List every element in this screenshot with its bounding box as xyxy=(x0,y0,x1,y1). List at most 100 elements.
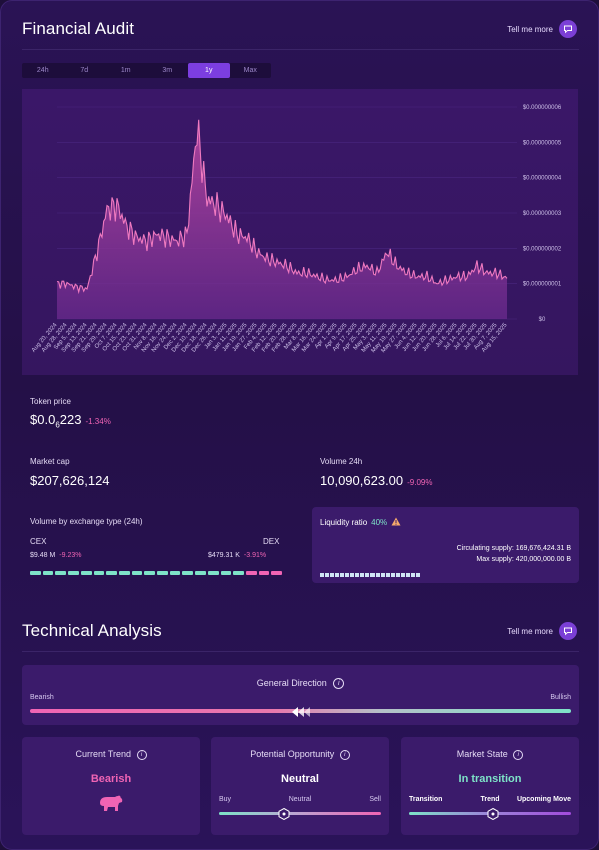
opportunity-header: Potential Opportunity i xyxy=(211,749,389,760)
exchange-bar-segment xyxy=(55,571,67,575)
info-icon[interactable]: i xyxy=(513,749,524,760)
supply-info: Circulating supply: 169,676,424.31 B Max… xyxy=(457,543,571,565)
dex-volume: $479.31 K -3.91% xyxy=(208,552,266,559)
volume-change: -9.09% xyxy=(407,478,433,487)
liquidity-bar-segment xyxy=(365,573,370,577)
cex-value: $9.48 M xyxy=(30,552,56,559)
liquidity-bar-segment xyxy=(405,573,410,577)
liquidity-bar-segment xyxy=(380,573,385,577)
financial-audit-title: Financial Audit xyxy=(22,19,135,38)
liquidity-bar-segment xyxy=(355,573,360,577)
info-icon[interactable]: i xyxy=(136,749,147,760)
dex-value: $479.31 K xyxy=(208,552,240,559)
general-direction-panel: General Direction i Bearish Bullish xyxy=(22,665,579,725)
liquidity-panel: Liquidity ratio 40% Circulating supply: … xyxy=(312,507,579,583)
current-trend-value: Bearish xyxy=(90,773,132,785)
tell-me-more-label: Tell me more xyxy=(507,24,553,34)
token-price-zeros: 6 xyxy=(55,420,60,430)
current-trend-header: Current Trend i xyxy=(22,749,200,760)
volume-value: 10,090,623.00 xyxy=(320,473,404,488)
opportunity-label: Potential Opportunity xyxy=(250,749,335,759)
opportunity-tick-buy: Buy xyxy=(219,796,232,803)
liquidity-bar-segment xyxy=(415,573,420,577)
opportunity-tick-sell: Sell xyxy=(369,796,381,803)
market-state-header: Market State i xyxy=(401,749,579,760)
token-price: $0.06223 -1.34% xyxy=(30,412,111,430)
exchange-bar-segment xyxy=(182,571,194,575)
token-price-label: Token price xyxy=(30,397,71,406)
tab-24h[interactable]: 24h xyxy=(36,67,49,74)
divider xyxy=(22,651,579,652)
exchange-bar-segment xyxy=(233,571,244,575)
liquidity-bar-segment xyxy=(370,573,375,577)
dex-label: DEX xyxy=(263,537,280,546)
bear-icon xyxy=(98,794,124,817)
liquidity-header: Liquidity ratio 40% xyxy=(320,517,401,528)
exchange-bar-segment xyxy=(30,571,41,575)
exchange-bar-segment xyxy=(80,571,92,575)
market-state-panel: Market State i In transition Transition … xyxy=(401,737,579,835)
tab-7d[interactable]: 7d xyxy=(80,67,89,74)
potential-opportunity-panel: Potential Opportunity i Neutral Buy Neut… xyxy=(211,737,389,835)
exchange-bar-segment xyxy=(93,571,105,575)
tab-3m[interactable]: 3m xyxy=(162,67,173,74)
price-area xyxy=(57,119,507,319)
price-chart-svg: $0.000000006 $0.000000005 $0.000000004 $0.0… xyxy=(31,105,562,354)
market-tick-upcoming: Upcoming Move xyxy=(516,796,571,803)
exchange-bar-segment xyxy=(118,571,130,575)
tell-me-more-button[interactable]: Tell me more xyxy=(507,20,577,38)
exchange-bar-segment xyxy=(169,571,181,575)
liquidity-bar-segment xyxy=(340,573,345,577)
tab-1y[interactable]: 1y xyxy=(188,63,230,78)
market-cap-label: Market cap xyxy=(30,457,70,466)
liquidity-bar-segment xyxy=(350,573,355,577)
y-tick-label: $0.000000001 xyxy=(523,282,562,288)
info-icon[interactable]: i xyxy=(339,749,350,760)
liquidity-bar-segment xyxy=(325,573,330,577)
circulating-supply: Circulating supply: 169,676,424.31 B xyxy=(456,545,571,552)
info-icon[interactable]: i xyxy=(333,678,345,690)
market-state-value: In transition xyxy=(458,773,522,785)
range-tabs: 24h 7d 1m 3m 1y Max xyxy=(22,63,271,78)
token-price-change: -1.34% xyxy=(85,417,111,426)
divider xyxy=(22,49,579,50)
volume-label: Volume 24h xyxy=(320,457,363,466)
market-tick-trend: Trend xyxy=(480,796,500,803)
exchange-bar-segment xyxy=(157,571,168,575)
market-tick-transition: Transition xyxy=(409,796,443,803)
exchange-bar-segment xyxy=(207,571,219,575)
chat-icon xyxy=(559,622,577,640)
cex-change: -9.23% xyxy=(59,552,82,559)
liquidity-bar-segment xyxy=(390,573,395,577)
tab-max[interactable]: Max xyxy=(243,67,257,74)
y-tick-label: $0.000000006 xyxy=(523,105,562,111)
liquidity-bar-segment xyxy=(360,573,365,577)
liquidity-bar-segment xyxy=(375,573,380,577)
dex-change: -3.91% xyxy=(243,552,267,559)
exchange-bar-segment xyxy=(195,571,206,575)
y-tick-label: $0.000000002 xyxy=(523,246,562,252)
market-state-marker-icon xyxy=(487,807,499,821)
liquidity-bar-segment xyxy=(410,573,415,577)
token-price-suffix: 223 xyxy=(59,412,82,427)
exchange-share-bar xyxy=(30,571,283,575)
liquidity-value: 40% xyxy=(371,518,388,527)
price-chart: $0.000000006 $0.000000005 $0.000000004 $0.0… xyxy=(22,89,578,375)
tell-me-more-label-2: Tell me more xyxy=(507,626,553,636)
exchange-bar-segment xyxy=(258,571,270,575)
liquidity-bar-segment xyxy=(345,573,350,577)
liquidity-bar-segment xyxy=(320,573,325,577)
y-tick-label: $0 xyxy=(539,317,546,323)
tab-1m[interactable]: 1m xyxy=(120,67,131,74)
opportunity-value: Neutral xyxy=(281,773,319,785)
warning-icon xyxy=(391,517,401,528)
liquidity-bar-segment xyxy=(395,573,400,577)
tell-me-more-button-2[interactable]: Tell me more xyxy=(507,622,577,640)
liquidity-bar-segment xyxy=(385,573,390,577)
exchange-bar-segment xyxy=(220,571,232,575)
market-cap-value: $207,626,124 xyxy=(30,473,110,488)
liquidity-bar-segment xyxy=(335,573,340,577)
cex-volume: $9.48 M -9.23% xyxy=(30,552,81,559)
current-trend-panel: Current Trend i Bearish xyxy=(22,737,200,835)
